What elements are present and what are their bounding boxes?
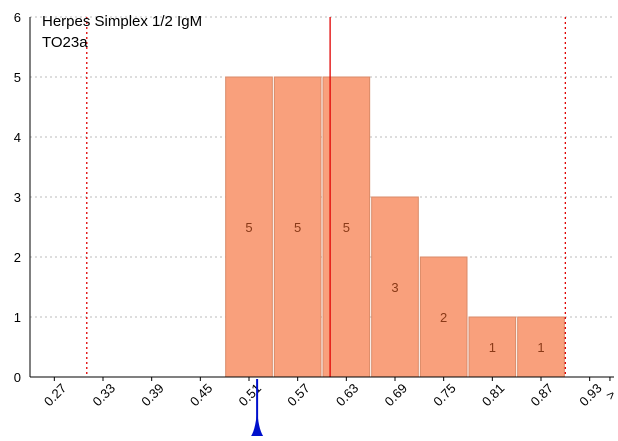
y-tick-label: 3 <box>14 190 21 205</box>
x-tick-label: 0.81 <box>479 381 508 410</box>
x-tick-label: 0.93 <box>576 381 605 410</box>
x-tick-label: 0.39 <box>138 381 167 410</box>
histogram-bar <box>371 196 419 378</box>
histogram-bar <box>322 76 371 378</box>
x-tick-label: 0.69 <box>382 381 411 410</box>
histogram-bar <box>517 316 565 378</box>
reference-lines: 5 5 5 3 2 1 1 <box>86 17 566 377</box>
y-tick-label: 1 <box>14 310 21 325</box>
x-tick-label: 0.51 <box>236 381 265 410</box>
value-marker <box>251 379 264 436</box>
bar-count-label: 1 <box>537 340 544 355</box>
x-tick-label: > <box>603 387 618 403</box>
bar-count-label: 5 <box>294 220 301 235</box>
x-tick-label: 0.45 <box>187 381 216 410</box>
bar-count-label: 1 <box>489 340 496 355</box>
marker-peak <box>251 408 264 436</box>
y-tick-label: 2 <box>14 250 21 265</box>
y-tick-label: 5 <box>14 70 21 85</box>
y-tick-label: 4 <box>14 130 21 145</box>
grid-layer <box>30 16 614 318</box>
x-tick-labels: 0.27 0.33 0.39 0.45 0.51 0.57 0.63 0.69 0.75 0.81… <box>41 381 618 410</box>
bar-count-label: 2 <box>440 310 447 325</box>
histogram-bar <box>468 316 517 378</box>
y-tick-labels: 0 1 2 3 4 5 6 <box>14 10 21 385</box>
bar-count-label: 5 <box>343 220 350 235</box>
x-tick-label: 0.27 <box>41 381 70 410</box>
bar-count-label: 5 <box>245 220 252 235</box>
x-tick-label: 0.87 <box>528 381 557 410</box>
bar-count-label: 3 <box>391 280 398 295</box>
histogram-bar <box>419 256 468 378</box>
y-tick-label: 6 <box>14 10 21 25</box>
x-tick-label: 0.75 <box>430 381 459 410</box>
chart-subtitle: TO23a <box>42 34 88 51</box>
histogram-bar <box>225 76 273 378</box>
chart-title: Herpes Simplex 1/2 IgM <box>42 13 202 30</box>
axes <box>29 17 614 381</box>
x-tick-label: 0.33 <box>90 381 119 410</box>
bar-layer <box>225 76 565 378</box>
x-tick-label: 0.63 <box>333 381 362 410</box>
x-tick-label: 0.57 <box>284 381 313 410</box>
y-tick-label: 0 <box>14 370 21 385</box>
